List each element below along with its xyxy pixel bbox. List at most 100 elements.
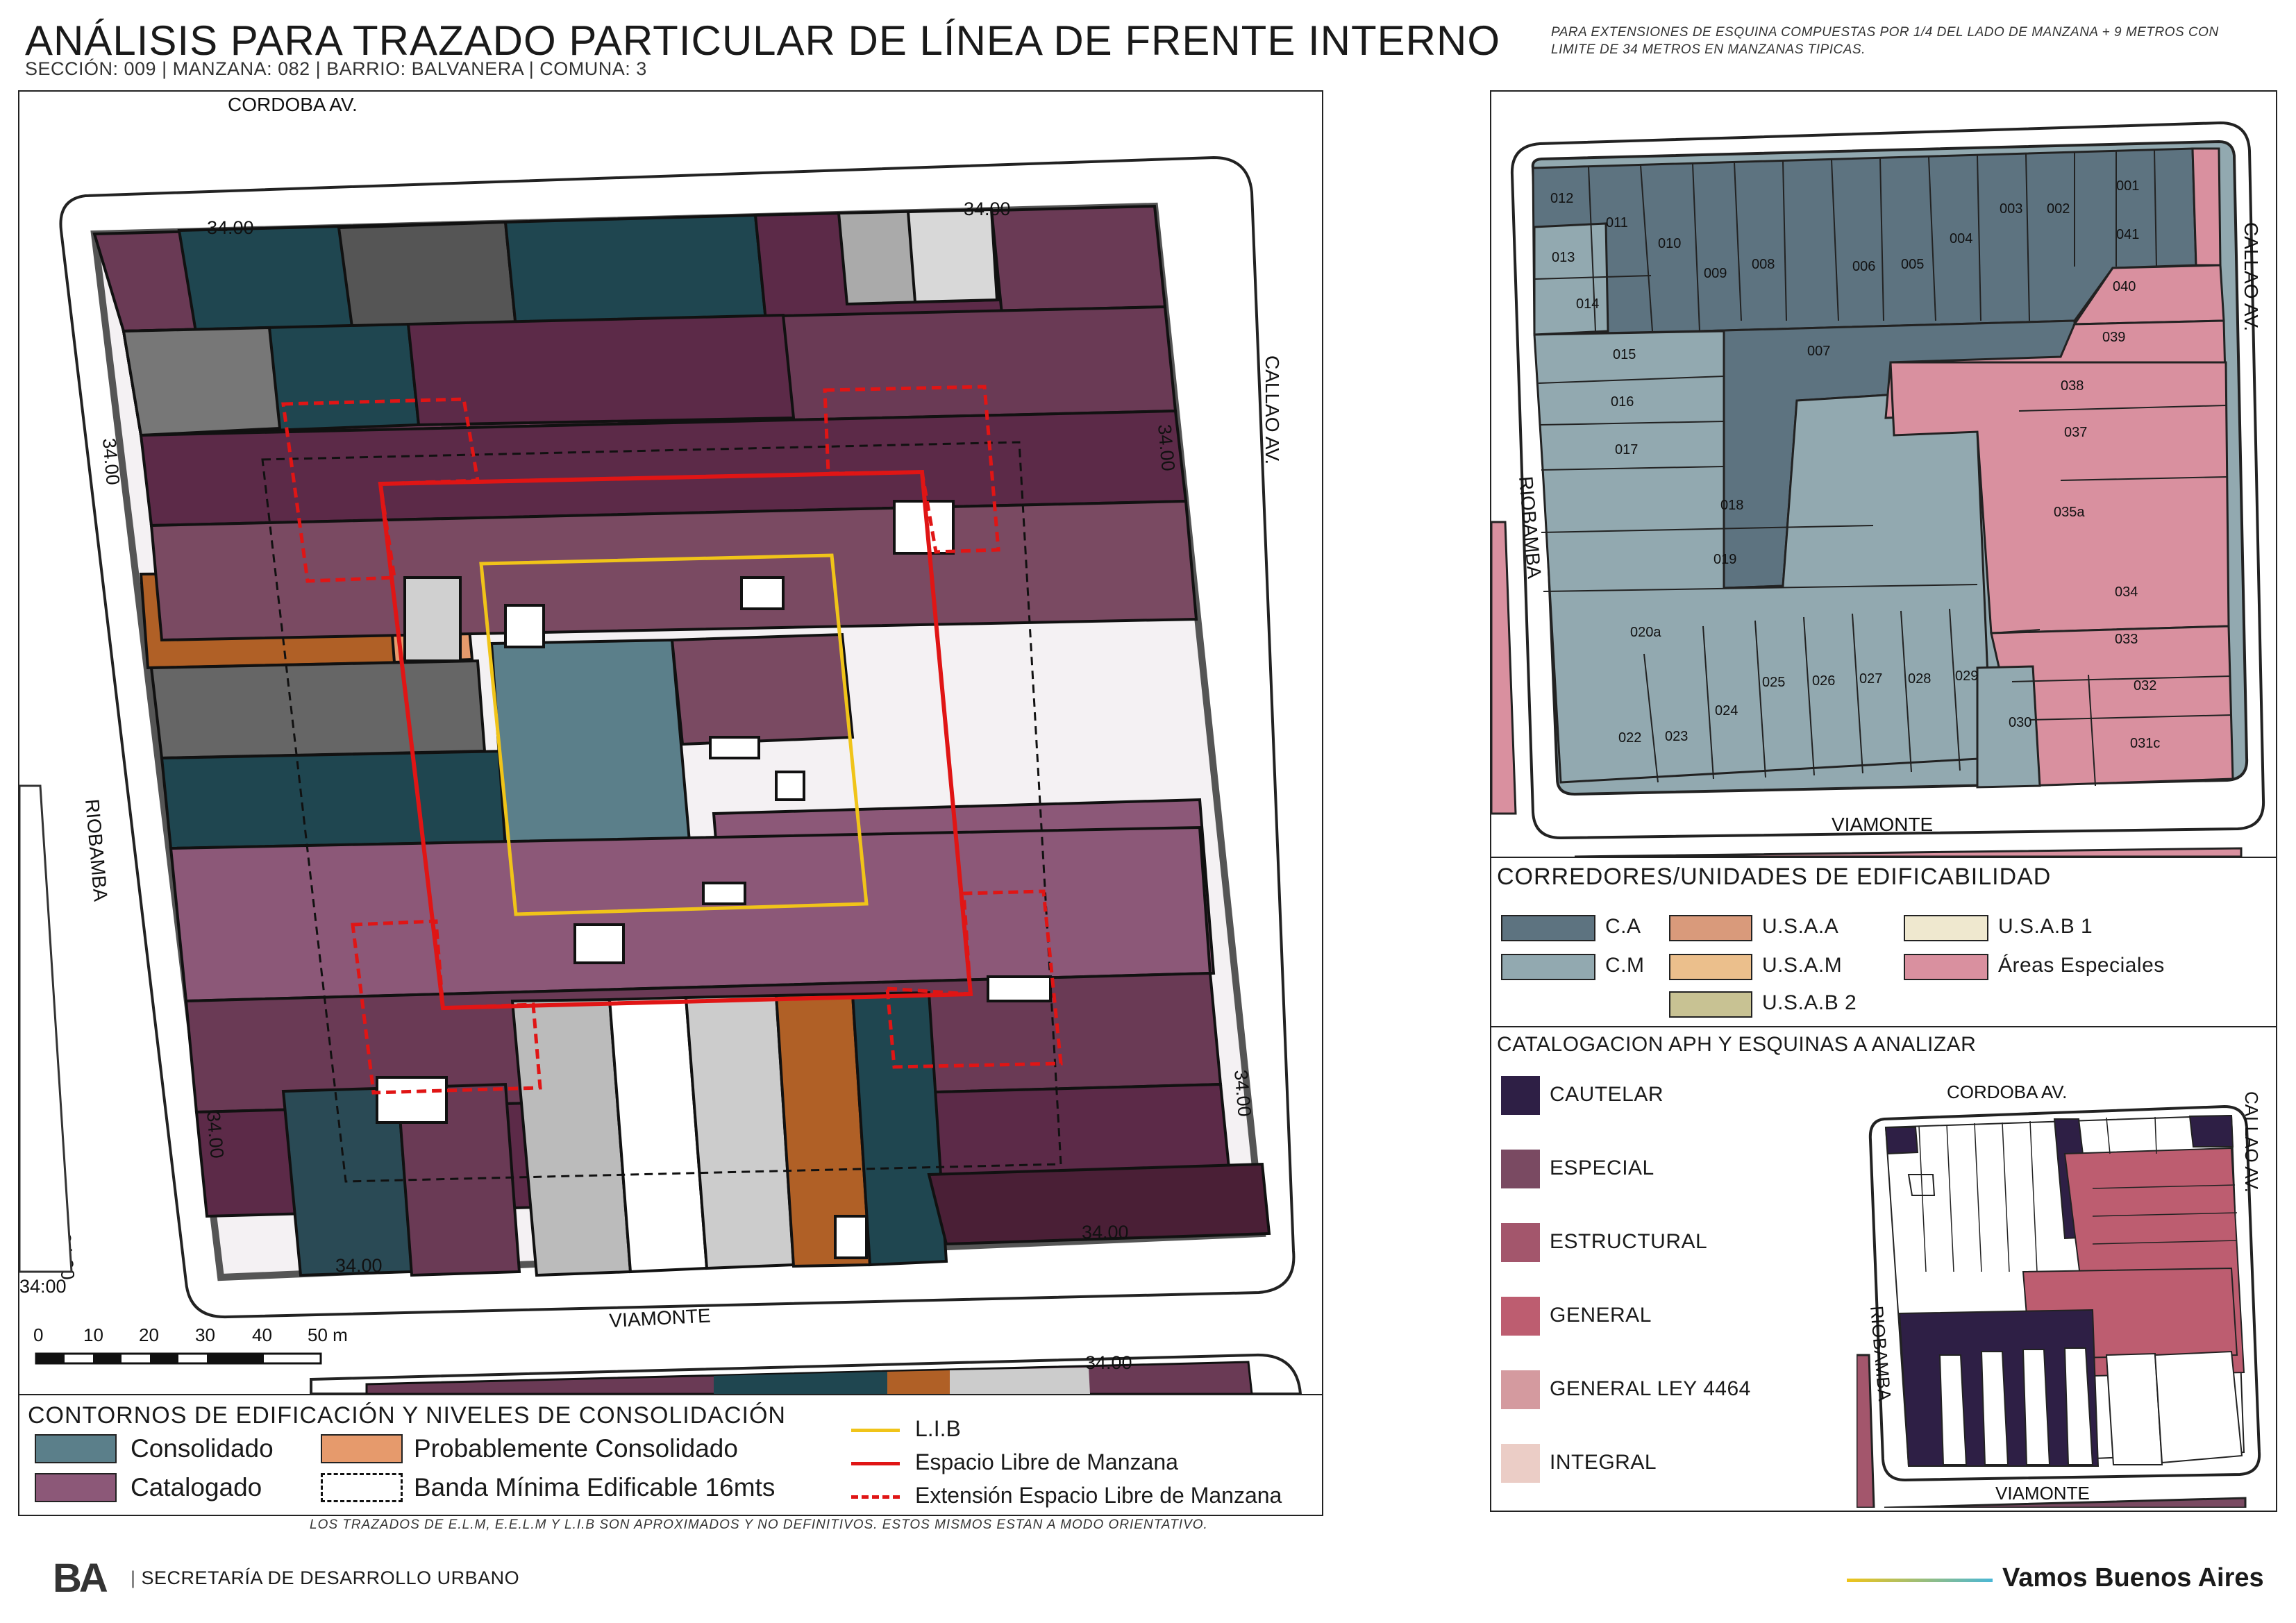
street-north: CORDOBA AV. [228, 94, 358, 115]
corridors-legend-title: CORREDORES/UNIDADES DE EDIFICABILIDAD [1497, 864, 2052, 890]
swatch-areas-especiales [1904, 954, 1988, 980]
parcel-019: 019 [1713, 552, 1736, 567]
ba-logo: BA [53, 1556, 108, 1601]
parcel-028: 028 [1908, 671, 1931, 687]
swatch-consolidado [35, 1434, 117, 1463]
parcel-020a: 020a [1630, 625, 1661, 640]
extension-sw-line [351, 919, 542, 1095]
parcel-010: 010 [1658, 236, 1681, 251]
dim-label-sw: 34.00 [203, 1111, 228, 1159]
parcel-002: 002 [2047, 201, 2070, 217]
parcel-013: 013 [1552, 250, 1575, 265]
legend-cautelar: CAUTELAR [1550, 1083, 1664, 1106]
swatch-estructural [1501, 1223, 1540, 1262]
scale-tick-50: 50 m [308, 1325, 348, 1345]
page-title: ANÁLISIS PARA TRAZADO PARTICULAR DE LÍNE… [25, 17, 1501, 64]
swatch-integral [1501, 1444, 1540, 1483]
parcel-dividers [1534, 149, 2232, 787]
extension-nw-line [281, 397, 480, 583]
parcel-007: 007 [1807, 344, 1830, 359]
scale-tick-10: 10 [83, 1325, 103, 1345]
parcel-034: 034 [2115, 585, 2138, 600]
main-legend-title: CONTORNOS DE EDIFICACIÓN Y NIVELES DE CO… [28, 1402, 786, 1429]
parcel-016: 016 [1611, 394, 1634, 410]
parcel-012: 012 [1550, 191, 1573, 206]
legend-integral: INTEGRAL [1550, 1451, 1657, 1474]
adjacent-parcel-south [1574, 847, 2243, 857]
parcel-009: 009 [1704, 266, 1727, 281]
parcel-004: 004 [1950, 231, 1972, 246]
legend-catalogado: Catalogado [131, 1473, 262, 1502]
swatch-ca [1501, 915, 1595, 941]
parcel-street-south: VIAMONTE [1832, 814, 1933, 835]
dim-label-w: 34.00 [99, 437, 124, 486]
swatch-cautelar [1501, 1076, 1540, 1115]
parcel-011: 011 [1606, 215, 1628, 230]
legend-ca: C.A [1605, 915, 1641, 938]
dim-label-e: 34.00 [1154, 423, 1179, 472]
parcel-035a: 035a [2054, 505, 2085, 520]
parcel-023: 023 [1665, 729, 1688, 744]
parcel-008: 008 [1752, 257, 1775, 272]
legend-lib: L.I.B [915, 1416, 961, 1441]
dim-label-far-left: 34:00 [19, 1276, 67, 1297]
legend-usaa: U.S.A.A [1762, 915, 1839, 938]
parcel-027: 027 [1859, 671, 1882, 687]
parcel-014: 014 [1576, 296, 1599, 312]
scale-tick-20: 20 [139, 1325, 159, 1345]
parcel-labels: 012 011 010 009 008 007 006 005 004 003 … [1550, 178, 2160, 751]
scale-bar: 0 10 20 30 40 50 m [33, 1325, 348, 1365]
parcel-031c: 031c [2130, 736, 2160, 751]
legend-eelm: Extensión Espacio Libre de Manzana [915, 1483, 1282, 1508]
swatch-probablemente [321, 1434, 403, 1463]
swatch-usab2 [1669, 991, 1752, 1018]
legend-general-ley: GENERAL LEY 4464 [1550, 1377, 1751, 1400]
parcel-024: 024 [1715, 703, 1738, 718]
banda-minima-line [261, 441, 1062, 1183]
mini-street-east: CALLAO AV. [2241, 1091, 2262, 1193]
catalog-mini-map[interactable]: CORDOBA AV. VIAMONTE CALLAO AV. RIOBAMBA [1857, 1063, 2266, 1508]
mini-street-south: VIAMONTE [1995, 1483, 2090, 1504]
main-map-panel: 34.00 34.00 34.00 34.00 34.00 34.00 34.0… [18, 90, 1323, 1395]
parcel-041: 041 [2116, 227, 2139, 242]
parcel-shapes [1532, 147, 2234, 789]
parcel-030: 030 [2009, 715, 2031, 730]
street-south: VIAMONTE [609, 1304, 712, 1331]
line-lib [851, 1429, 900, 1432]
legend-areas-especiales: Áreas Especiales [1998, 954, 2165, 977]
parcel-037: 037 [2064, 425, 2087, 440]
corridors-legend-panel: CORREDORES/UNIDADES DE EDIFICABILIDAD C.… [1490, 857, 2277, 1027]
legend-consolidado: Consolidado [131, 1434, 274, 1463]
extension-se-line [885, 889, 1063, 1069]
swatch-usam [1669, 954, 1752, 980]
legend-cm: C.M [1605, 954, 1645, 977]
legend-usab2: U.S.A.B 2 [1762, 991, 1857, 1014]
parcel-017: 017 [1615, 442, 1638, 457]
legend-banda: Banda Mínima Edificable 16mts [414, 1473, 776, 1502]
parcel-005: 005 [1901, 257, 1924, 272]
swatch-especial [1501, 1150, 1540, 1188]
parcel-038: 038 [2061, 378, 2084, 394]
legend-estructural: ESTRUCTURAL [1550, 1230, 1708, 1253]
parcel-033: 033 [2115, 632, 2138, 647]
scale-tick-30: 30 [195, 1325, 215, 1345]
swatch-cm [1501, 954, 1595, 980]
parcel-026: 026 [1812, 673, 1835, 689]
street-east: CALLAO AV. [1262, 355, 1283, 464]
parcel-map[interactable]: 012 011 010 009 008 007 006 005 004 003 … [1491, 92, 2276, 857]
footer-disclaimer: LOS TRAZADOS DE E.L.M, E.E.L.M Y L.I.B S… [310, 1517, 1208, 1532]
adjacent-block-west [19, 784, 73, 1273]
main-map[interactable]: 34.00 34.00 34.00 34.00 34.00 34.00 34.0… [19, 92, 1322, 1394]
swatch-banda [321, 1473, 403, 1502]
parcel-025: 025 [1762, 675, 1785, 690]
swatch-general-ley [1501, 1370, 1540, 1409]
footer-slogan: Vamos Buenos Aires [2002, 1563, 2264, 1592]
swatch-general [1501, 1297, 1540, 1336]
line-eelm [851, 1495, 900, 1499]
header-note: PARA EXTENSIONES DE ESQUINA COMPUESTAS P… [1551, 25, 2219, 57]
catalog-legend-title: CATALOGACION APH Y ESQUINAS A ANALIZAR [1497, 1033, 1977, 1056]
extension-ne-line [823, 385, 1000, 554]
swatch-usab1 [1904, 915, 1988, 941]
parcel-street-east: CALLAO AV. [2240, 222, 2262, 331]
legend-usab1: U.S.A.B 1 [1998, 915, 2093, 938]
